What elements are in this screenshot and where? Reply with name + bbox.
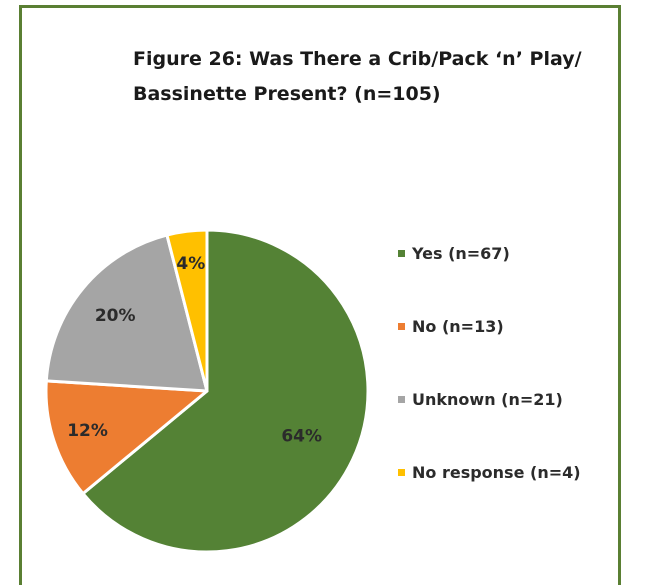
pie-slices <box>44 228 370 554</box>
legend-label-1: No (n=13) <box>412 317 504 336</box>
legend-swatch-3 <box>398 469 405 476</box>
slice-label-0: 64% <box>281 427 322 447</box>
chart-title: Figure 26: Was There a Crib/Pack ‘n’ Pla… <box>133 42 613 112</box>
pie-slice-1 <box>44 379 209 496</box>
pie-slice-2 <box>44 233 209 393</box>
pie-slice-0 <box>81 228 370 554</box>
pie-slice-3 <box>165 228 209 393</box>
chart-legend: Yes (n=67) No (n=13) Unknown (n=21) No resp… <box>398 244 581 482</box>
legend-swatch-2 <box>398 396 405 403</box>
chart-title-line-2: Bassinette Present? (n=105) <box>133 83 441 105</box>
slice-label-1: 12% <box>67 421 108 441</box>
slice-label-3: 4% <box>176 254 205 274</box>
pie-slice-labels: 64% 12% 20% 4% <box>67 254 322 446</box>
legend-label-3: No response (n=4) <box>412 463 581 482</box>
legend-swatch-1 <box>398 323 405 330</box>
chart-title-line-1: Figure 26: Was There a Crib/Pack ‘n’ Pla… <box>133 48 582 70</box>
legend-label-2: Unknown (n=21) <box>412 390 563 409</box>
legend-label-0: Yes (n=67) <box>411 244 510 263</box>
legend-swatch-0 <box>398 250 405 257</box>
slice-label-2: 20% <box>95 306 136 326</box>
